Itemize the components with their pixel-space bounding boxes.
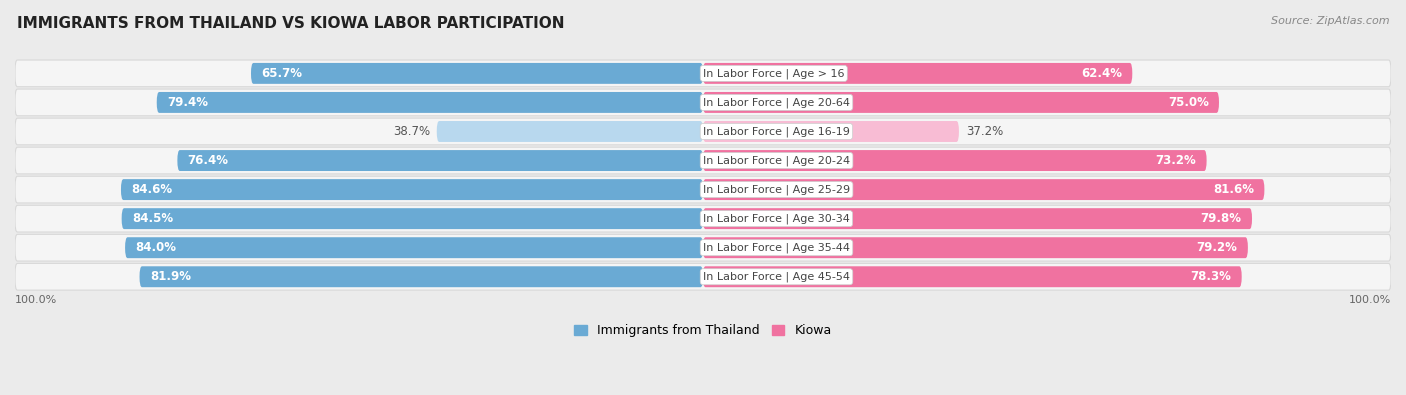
Text: 100.0%: 100.0%	[15, 295, 58, 305]
Text: 81.6%: 81.6%	[1213, 183, 1254, 196]
Text: 79.2%: 79.2%	[1197, 241, 1237, 254]
FancyBboxPatch shape	[15, 205, 1391, 232]
FancyBboxPatch shape	[437, 121, 703, 142]
Text: 37.2%: 37.2%	[966, 125, 1002, 138]
Text: 78.3%: 78.3%	[1191, 270, 1232, 283]
Text: 75.0%: 75.0%	[1168, 96, 1209, 109]
Text: 84.5%: 84.5%	[132, 212, 173, 225]
FancyBboxPatch shape	[139, 266, 703, 287]
FancyBboxPatch shape	[703, 266, 1241, 287]
Text: 81.9%: 81.9%	[150, 270, 191, 283]
FancyBboxPatch shape	[703, 92, 1219, 113]
Text: 79.8%: 79.8%	[1201, 212, 1241, 225]
Text: 100.0%: 100.0%	[1348, 295, 1391, 305]
FancyBboxPatch shape	[15, 234, 1391, 261]
FancyBboxPatch shape	[703, 63, 1132, 84]
FancyBboxPatch shape	[15, 89, 1391, 116]
Text: IMMIGRANTS FROM THAILAND VS KIOWA LABOR PARTICIPATION: IMMIGRANTS FROM THAILAND VS KIOWA LABOR …	[17, 16, 564, 31]
FancyBboxPatch shape	[252, 63, 703, 84]
Text: In Labor Force | Age 20-24: In Labor Force | Age 20-24	[703, 155, 851, 166]
FancyBboxPatch shape	[703, 179, 1264, 200]
FancyBboxPatch shape	[15, 60, 1391, 87]
Text: 84.6%: 84.6%	[131, 183, 173, 196]
Text: 38.7%: 38.7%	[392, 125, 430, 138]
FancyBboxPatch shape	[177, 150, 703, 171]
FancyBboxPatch shape	[703, 150, 1206, 171]
Text: 76.4%: 76.4%	[187, 154, 229, 167]
Text: In Labor Force | Age 20-64: In Labor Force | Age 20-64	[703, 97, 851, 108]
Text: In Labor Force | Age > 16: In Labor Force | Age > 16	[703, 68, 845, 79]
FancyBboxPatch shape	[703, 237, 1249, 258]
FancyBboxPatch shape	[703, 121, 959, 142]
FancyBboxPatch shape	[15, 147, 1391, 174]
Text: In Labor Force | Age 30-34: In Labor Force | Age 30-34	[703, 213, 849, 224]
FancyBboxPatch shape	[703, 208, 1251, 229]
FancyBboxPatch shape	[15, 176, 1391, 203]
FancyBboxPatch shape	[125, 237, 703, 258]
FancyBboxPatch shape	[15, 118, 1391, 145]
FancyBboxPatch shape	[15, 263, 1391, 290]
FancyBboxPatch shape	[121, 179, 703, 200]
Legend: Immigrants from Thailand, Kiowa: Immigrants from Thailand, Kiowa	[569, 320, 837, 342]
Text: 62.4%: 62.4%	[1081, 67, 1122, 80]
FancyBboxPatch shape	[156, 92, 703, 113]
Text: Source: ZipAtlas.com: Source: ZipAtlas.com	[1271, 16, 1389, 26]
Text: 73.2%: 73.2%	[1156, 154, 1197, 167]
Text: In Labor Force | Age 25-29: In Labor Force | Age 25-29	[703, 184, 851, 195]
Text: In Labor Force | Age 45-54: In Labor Force | Age 45-54	[703, 271, 851, 282]
Text: In Labor Force | Age 16-19: In Labor Force | Age 16-19	[703, 126, 849, 137]
Text: 84.0%: 84.0%	[135, 241, 176, 254]
Text: In Labor Force | Age 35-44: In Labor Force | Age 35-44	[703, 243, 851, 253]
Text: 79.4%: 79.4%	[167, 96, 208, 109]
Text: 65.7%: 65.7%	[262, 67, 302, 80]
FancyBboxPatch shape	[122, 208, 703, 229]
